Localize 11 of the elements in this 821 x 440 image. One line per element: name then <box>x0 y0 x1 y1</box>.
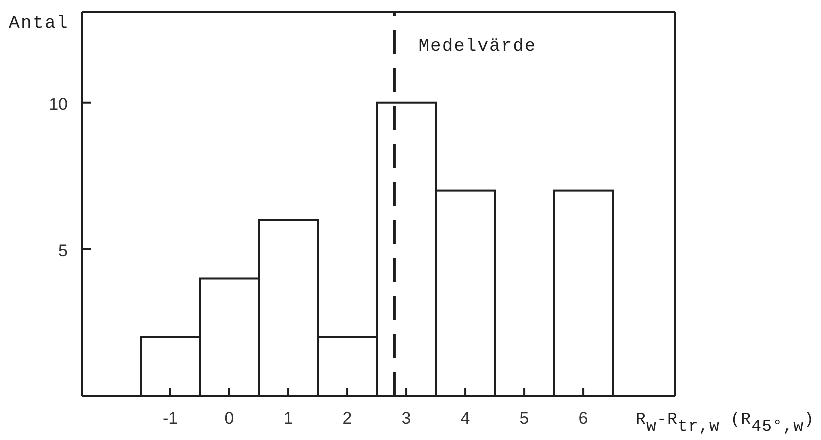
x-tick-label: -1 <box>162 409 178 428</box>
y-axis-title: Antal <box>9 14 70 34</box>
x-tick-label: 2 <box>342 409 352 428</box>
x-tick-label: 5 <box>520 409 530 428</box>
x-tick-label: 3 <box>402 409 412 428</box>
x-tick-label: 6 <box>578 409 588 428</box>
ref-line-label: Medelvärde <box>418 37 537 57</box>
y-tick-label: 10 <box>49 94 68 114</box>
x-tick-label: 4 <box>460 409 470 428</box>
x-tick-label: 0 <box>224 409 234 428</box>
x-tick-label: 1 <box>284 409 294 428</box>
